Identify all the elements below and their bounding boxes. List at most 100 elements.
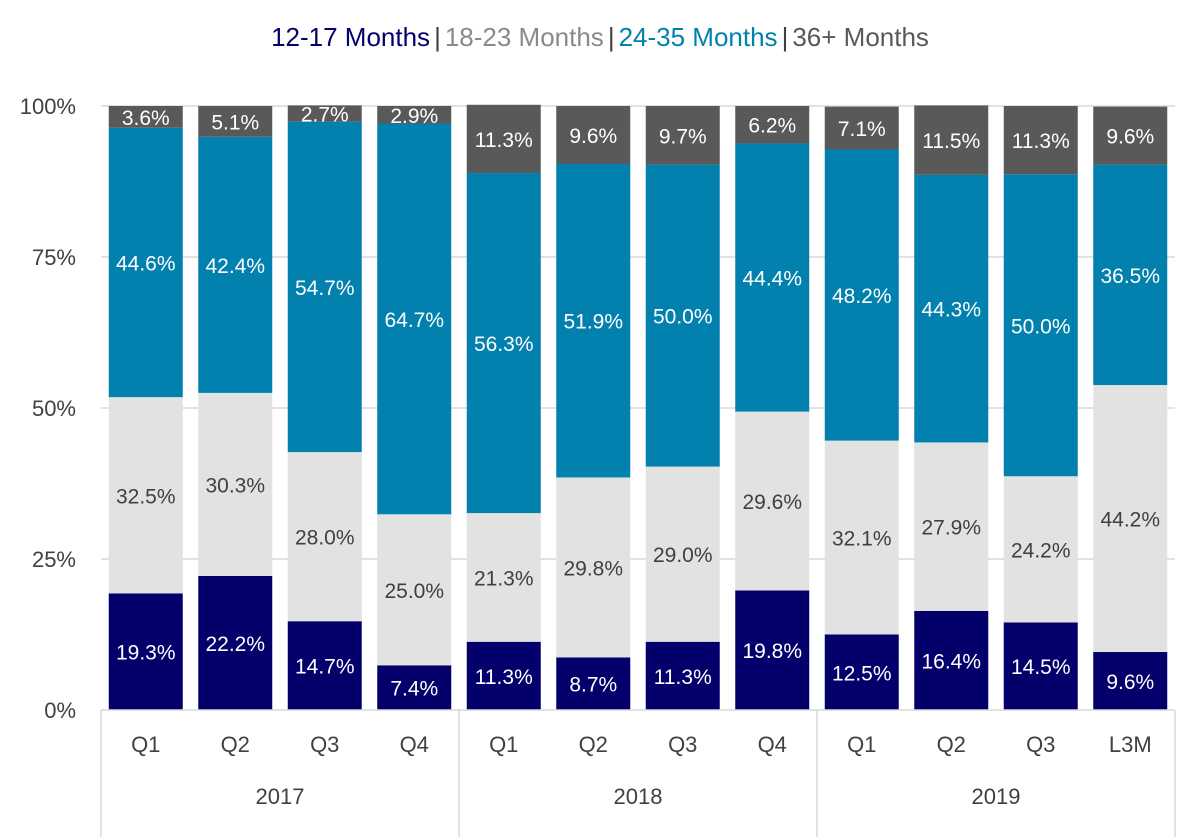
data-label: 9.6%: [1106, 126, 1154, 149]
bar-segment: [914, 174, 989, 443]
bar-segment: [108, 127, 183, 398]
data-label: 21.3%: [474, 567, 534, 590]
data-label: 3.6%: [122, 107, 170, 130]
data-label: 51.9%: [563, 311, 623, 334]
bar-segment: [556, 106, 631, 164]
x-tick-label: Q1: [131, 732, 160, 757]
data-label: 9.7%: [659, 125, 707, 148]
data-label: 9.6%: [569, 125, 617, 148]
data-label: 11.3%: [1012, 130, 1070, 153]
bar-segment: [108, 397, 183, 594]
data-label: 32.5%: [116, 485, 176, 508]
legend-separator: |: [607, 22, 615, 52]
data-label: 50.0%: [653, 306, 713, 329]
data-label: 44.2%: [1100, 509, 1160, 532]
data-label: 7.4%: [390, 678, 438, 701]
bar-segment: [287, 105, 362, 122]
legend-entry-12-17-months: 12-17 Months: [271, 22, 431, 52]
bar-segment: [556, 477, 631, 658]
data-label: 24.2%: [1011, 539, 1071, 562]
group-label: 2017: [256, 784, 305, 809]
bar-segment: [1093, 385, 1168, 653]
data-label: 50.0%: [1011, 315, 1071, 338]
bar-segment: [466, 641, 541, 710]
data-label: 48.2%: [832, 285, 892, 308]
bar-segment: [824, 149, 899, 441]
bar-segment: [645, 641, 720, 710]
data-label: 54.7%: [295, 277, 355, 300]
bar-segment: [377, 665, 452, 710]
x-tick-label: Q3: [668, 732, 697, 757]
bar-segment: [645, 466, 720, 642]
y-tick-label: 25%: [32, 547, 76, 572]
x-tick-label: L3M: [1109, 732, 1152, 757]
data-label: 25.0%: [384, 580, 444, 603]
legend-separator: |: [781, 22, 789, 52]
bar-segment: [914, 610, 989, 710]
bar-segment: [287, 621, 362, 710]
bar-segment: [645, 164, 720, 467]
data-label: 19.8%: [742, 640, 802, 663]
data-label: 44.3%: [921, 299, 981, 322]
y-tick-label: 100%: [20, 94, 76, 119]
bar-segment: [466, 513, 541, 642]
bar-segment: [735, 143, 810, 412]
x-tick-label: Q3: [310, 732, 339, 757]
data-label: 22.2%: [205, 633, 265, 656]
data-label: 29.8%: [563, 557, 623, 580]
legend-entry-24-35-months: 24-35 Months: [618, 22, 778, 52]
legend-entry-36-plus-months: 36+ Months: [792, 22, 929, 52]
data-label: 14.5%: [1011, 656, 1071, 679]
bar-segment: [824, 106, 899, 150]
chart-legend: 12-17 Months | 18-23 Months | 24-35 Months | 3…: [0, 22, 1200, 53]
data-label: 29.6%: [742, 491, 802, 514]
bar-segment: [466, 173, 541, 514]
y-tick-label: 0%: [44, 698, 76, 723]
legend-entry-18-23-months: 18-23 Months: [444, 22, 604, 52]
bar-segment: [198, 136, 273, 393]
bar-segment: [556, 657, 631, 710]
y-tick-label: 50%: [32, 396, 76, 421]
data-label: 9.6%: [1106, 671, 1154, 694]
data-label: 7.1%: [838, 118, 886, 141]
bar-segment: [735, 411, 810, 591]
bar-segment: [1003, 622, 1078, 710]
x-tick-label: Q1: [847, 732, 876, 757]
bar-segment: [108, 593, 183, 710]
data-label: 44.4%: [742, 268, 802, 291]
data-label: 16.4%: [921, 650, 981, 673]
x-tick-label: Q2: [579, 732, 608, 757]
bar-segment: [645, 106, 720, 165]
data-label: 44.6%: [116, 252, 176, 275]
bar-segment: [198, 575, 273, 710]
group-label: 2018: [614, 784, 663, 809]
bar-segment: [377, 106, 452, 124]
legend-separator: |: [434, 22, 441, 52]
group-label: 2019: [972, 784, 1021, 809]
data-label: 19.3%: [116, 642, 176, 665]
bar-segment: [1093, 164, 1168, 386]
data-label: 42.4%: [205, 255, 265, 278]
y-tick-label: 75%: [32, 245, 76, 270]
x-tick-label: Q4: [400, 732, 429, 757]
bar-segment: [1003, 174, 1078, 477]
bar-segment: [735, 106, 810, 144]
data-label: 56.3%: [474, 333, 534, 356]
data-label: 2.7%: [301, 104, 349, 127]
data-label: 11.3%: [654, 666, 712, 689]
bar-segment: [198, 106, 273, 137]
bar-segment: [377, 123, 452, 515]
bar-segment: [914, 105, 989, 175]
data-label: 5.1%: [211, 111, 259, 134]
data-label: 8.7%: [569, 674, 617, 697]
data-label: 11.3%: [475, 666, 533, 689]
data-label: 11.3%: [475, 129, 533, 152]
bar-segment: [1003, 106, 1078, 175]
bar-segment: [824, 440, 899, 635]
data-label: 12.5%: [832, 662, 892, 685]
data-label: 28.0%: [295, 527, 355, 550]
data-label: 11.5%: [922, 130, 980, 153]
data-label: 27.9%: [921, 517, 981, 540]
